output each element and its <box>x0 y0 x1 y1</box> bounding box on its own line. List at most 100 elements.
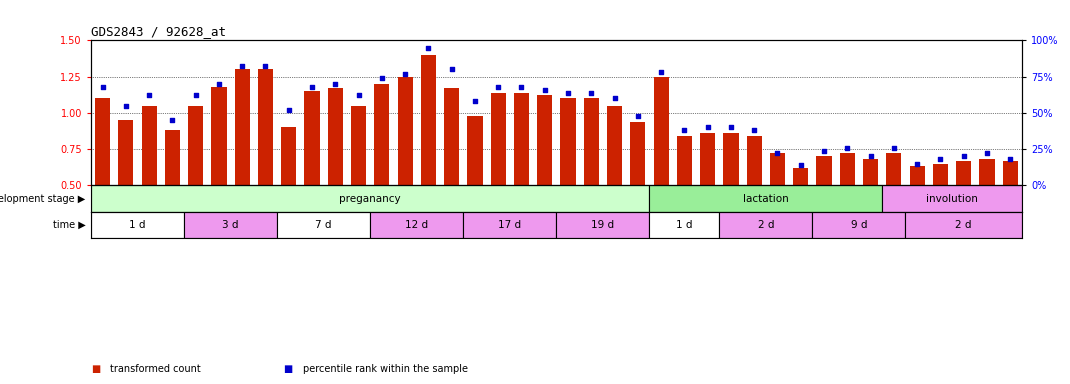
Point <box>815 147 832 154</box>
Point <box>1002 156 1019 162</box>
Bar <box>723 133 738 185</box>
Point <box>885 144 902 151</box>
Bar <box>234 70 249 185</box>
Point <box>397 71 414 77</box>
Text: percentile rank within the sample: percentile rank within the sample <box>303 364 468 374</box>
Bar <box>491 93 506 185</box>
Bar <box>886 154 901 185</box>
Bar <box>305 91 320 185</box>
Bar <box>793 168 808 185</box>
Bar <box>281 127 296 185</box>
Point <box>536 86 553 93</box>
Bar <box>444 88 459 185</box>
Bar <box>747 136 762 185</box>
Bar <box>719 212 812 238</box>
Bar <box>277 212 370 238</box>
Point <box>118 103 135 109</box>
Text: ■: ■ <box>284 364 293 374</box>
Bar <box>816 156 831 185</box>
Point <box>978 151 995 157</box>
Bar <box>905 212 1022 238</box>
Bar <box>556 212 649 238</box>
Point <box>467 98 484 104</box>
Point <box>699 124 716 131</box>
Text: time ▶: time ▶ <box>52 220 86 230</box>
Text: development stage ▶: development stage ▶ <box>0 194 86 204</box>
Point <box>373 75 391 81</box>
Point <box>280 107 297 113</box>
Text: 19 d: 19 d <box>592 220 614 230</box>
Point <box>443 66 460 73</box>
Text: 9 d: 9 d <box>851 220 867 230</box>
Text: 7 d: 7 d <box>316 220 332 230</box>
Bar <box>468 116 483 185</box>
Point <box>419 45 437 51</box>
Bar <box>979 159 994 185</box>
Bar <box>91 212 184 238</box>
Bar <box>1003 161 1018 185</box>
Bar <box>933 164 948 185</box>
Bar <box>584 98 599 185</box>
Bar <box>91 185 649 212</box>
Point <box>629 113 646 119</box>
Point <box>676 127 693 133</box>
Point <box>164 117 181 123</box>
Bar <box>882 185 1022 212</box>
Bar <box>398 76 413 185</box>
Text: ■: ■ <box>91 364 101 374</box>
Point <box>233 63 250 70</box>
Bar <box>649 185 882 212</box>
Text: transformed count: transformed count <box>110 364 201 374</box>
Bar <box>141 106 156 185</box>
Text: 1 d: 1 d <box>129 220 146 230</box>
Point <box>211 81 228 87</box>
Text: preganancy: preganancy <box>339 194 401 204</box>
Point <box>560 89 577 96</box>
Text: GDS2843 / 92628_at: GDS2843 / 92628_at <box>91 25 226 38</box>
Point <box>746 127 763 133</box>
Text: lactation: lactation <box>743 194 789 204</box>
Point <box>304 84 321 90</box>
Bar <box>119 120 134 185</box>
Point <box>94 84 111 90</box>
Bar <box>258 70 273 185</box>
Bar <box>370 212 463 238</box>
Text: 1 d: 1 d <box>676 220 692 230</box>
Point <box>257 63 274 70</box>
Text: 2 d: 2 d <box>758 220 774 230</box>
Bar <box>812 212 905 238</box>
Text: involution: involution <box>927 194 978 204</box>
Point <box>350 93 367 99</box>
Bar <box>654 76 669 185</box>
Bar <box>95 98 110 185</box>
Point <box>862 153 880 159</box>
Point <box>187 93 204 99</box>
Text: 3 d: 3 d <box>223 220 239 230</box>
Bar <box>863 159 878 185</box>
Point <box>513 84 530 90</box>
Bar <box>677 136 692 185</box>
Point <box>908 161 926 167</box>
Bar <box>514 93 529 185</box>
Bar <box>351 106 366 185</box>
Bar <box>649 212 719 238</box>
Text: 12 d: 12 d <box>406 220 428 230</box>
Bar <box>537 96 552 185</box>
Bar <box>770 154 785 185</box>
Bar <box>910 167 924 185</box>
Point <box>653 69 670 75</box>
Bar <box>957 161 972 185</box>
Point <box>326 81 343 87</box>
Bar <box>421 55 435 185</box>
Text: 17 d: 17 d <box>499 220 521 230</box>
Point <box>140 93 157 99</box>
Text: 2 d: 2 d <box>956 220 972 230</box>
Point <box>932 156 949 162</box>
Bar <box>561 98 576 185</box>
Point <box>583 89 600 96</box>
Bar <box>463 212 556 238</box>
Bar <box>165 130 180 185</box>
Bar <box>184 212 277 238</box>
Point <box>606 95 623 101</box>
Point <box>956 153 973 159</box>
